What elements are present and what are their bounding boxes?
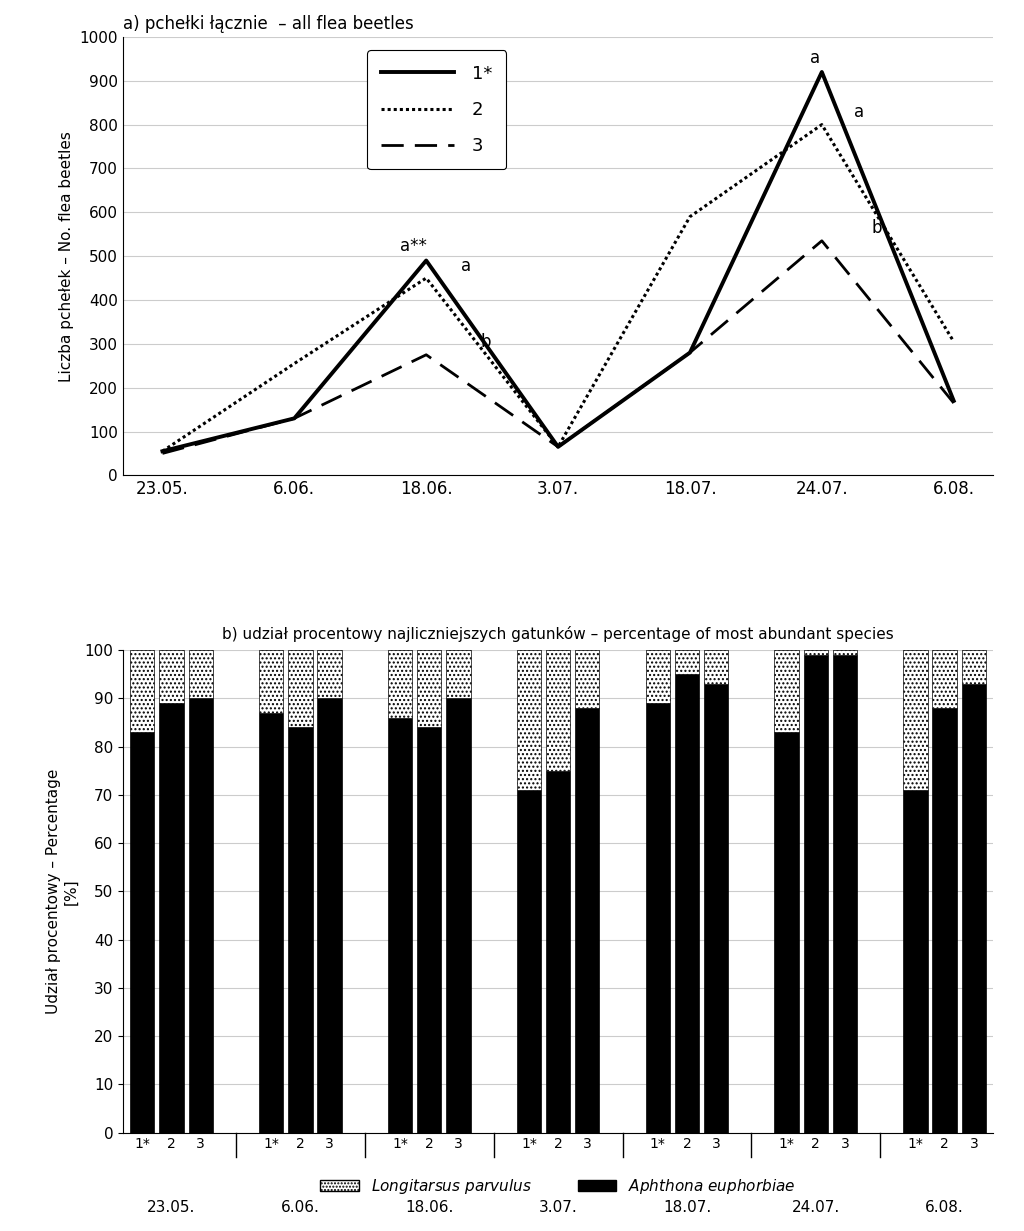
- Bar: [388, 718, 413, 1133]
- Bar: [417, 650, 441, 728]
- Bar: [130, 650, 155, 732]
- Bar: [933, 708, 956, 1133]
- Text: 23.05.: 23.05.: [147, 1200, 196, 1215]
- Bar: [645, 650, 670, 703]
- Bar: [259, 650, 284, 713]
- Text: b: b: [480, 334, 490, 351]
- Bar: [804, 655, 828, 1133]
- Text: a**: a**: [399, 238, 426, 255]
- Y-axis label: Udział procentowy – Percentage
[%]: Udział procentowy – Percentage [%]: [46, 768, 79, 1014]
- Bar: [675, 675, 699, 1133]
- Title: b) udział procentowy najliczniejszych gatunków – percentage of most abundant spe: b) udział procentowy najliczniejszych ga…: [222, 627, 894, 643]
- Bar: [833, 650, 857, 655]
- Bar: [388, 650, 413, 718]
- Bar: [417, 728, 441, 1133]
- Bar: [703, 650, 728, 684]
- Bar: [903, 790, 928, 1133]
- Bar: [703, 684, 728, 1133]
- Bar: [774, 650, 799, 732]
- Bar: [188, 650, 213, 698]
- Bar: [903, 650, 928, 790]
- Bar: [446, 650, 471, 698]
- Bar: [160, 650, 183, 703]
- Bar: [575, 650, 599, 708]
- Bar: [288, 728, 312, 1133]
- Bar: [317, 698, 342, 1133]
- Text: a: a: [810, 49, 820, 66]
- Bar: [188, 698, 213, 1133]
- Bar: [288, 650, 312, 728]
- Text: a: a: [854, 103, 864, 121]
- Bar: [259, 713, 284, 1133]
- Bar: [446, 698, 471, 1133]
- Text: b: b: [872, 219, 883, 238]
- Text: a) pchełki łącznie  – all flea beetles: a) pchełki łącznie – all flea beetles: [123, 15, 414, 32]
- Text: a: a: [461, 256, 471, 275]
- Bar: [517, 650, 541, 790]
- Bar: [645, 703, 670, 1133]
- Bar: [933, 650, 956, 708]
- Bar: [774, 732, 799, 1133]
- Bar: [160, 703, 183, 1133]
- Bar: [317, 650, 342, 698]
- Bar: [962, 650, 986, 684]
- Bar: [517, 790, 541, 1133]
- Bar: [130, 732, 155, 1133]
- Bar: [575, 708, 599, 1133]
- Y-axis label: Liczba pchełek – No. flea beetles: Liczba pchełek – No. flea beetles: [59, 130, 74, 382]
- Text: 24.07.: 24.07.: [792, 1200, 840, 1215]
- Text: 6.06.: 6.06.: [281, 1200, 319, 1215]
- Bar: [962, 684, 986, 1133]
- Bar: [833, 655, 857, 1133]
- Text: 6.08.: 6.08.: [926, 1200, 964, 1215]
- Bar: [546, 771, 570, 1133]
- Text: 3.07.: 3.07.: [539, 1200, 578, 1215]
- Text: 18.06.: 18.06.: [406, 1200, 454, 1215]
- Bar: [675, 650, 699, 675]
- Bar: [546, 650, 570, 771]
- Legend: 1*, 2, 3: 1*, 2, 3: [367, 50, 507, 170]
- Bar: [804, 650, 828, 655]
- Legend: $\it{Longitarsus\ parvulus}$, $\it{Aphthona\ euphorbiae}$: $\it{Longitarsus\ parvulus}$, $\it{Aphth…: [314, 1171, 802, 1201]
- Text: 18.07.: 18.07.: [663, 1200, 711, 1215]
